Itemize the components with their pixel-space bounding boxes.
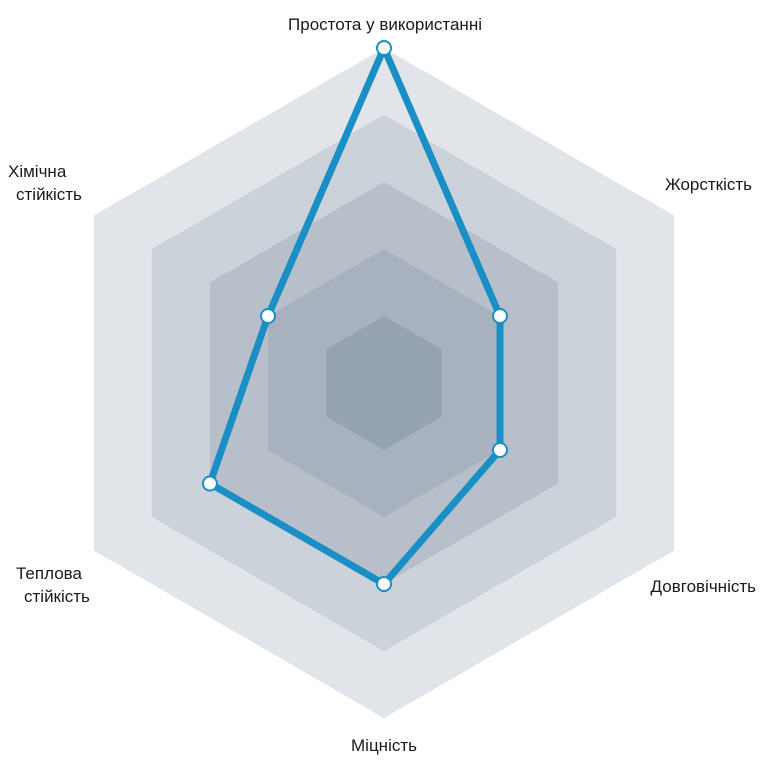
axis-label-0-line-0: Простота у використанні (288, 15, 482, 34)
data-point-3 (376, 576, 392, 592)
axis-label-4-line-1: стійкість (24, 587, 90, 606)
axis-label-4-line-0: Теплова (16, 564, 82, 583)
axis-label-5-line-0: Хімічна (8, 162, 67, 181)
data-point-4 (201, 475, 218, 492)
radar-grid (93, 48, 675, 718)
data-point-1 (492, 308, 508, 324)
axis-label-5-line-1: стійкість (16, 185, 82, 204)
axis-labels: Простота у використанні Жорсткість Довгові… (8, 15, 756, 755)
grid-ring-1 (326, 316, 442, 450)
axis-label-3-line-0: Міцність (351, 736, 417, 755)
data-point-2 (492, 442, 508, 458)
data-point-5 (260, 308, 276, 324)
data-point-0 (376, 40, 392, 56)
radar-series (201, 40, 508, 592)
axis-label-2-line-0: Довговічність (651, 577, 757, 596)
axis-label-1-line-0: Жорсткість (665, 175, 752, 194)
